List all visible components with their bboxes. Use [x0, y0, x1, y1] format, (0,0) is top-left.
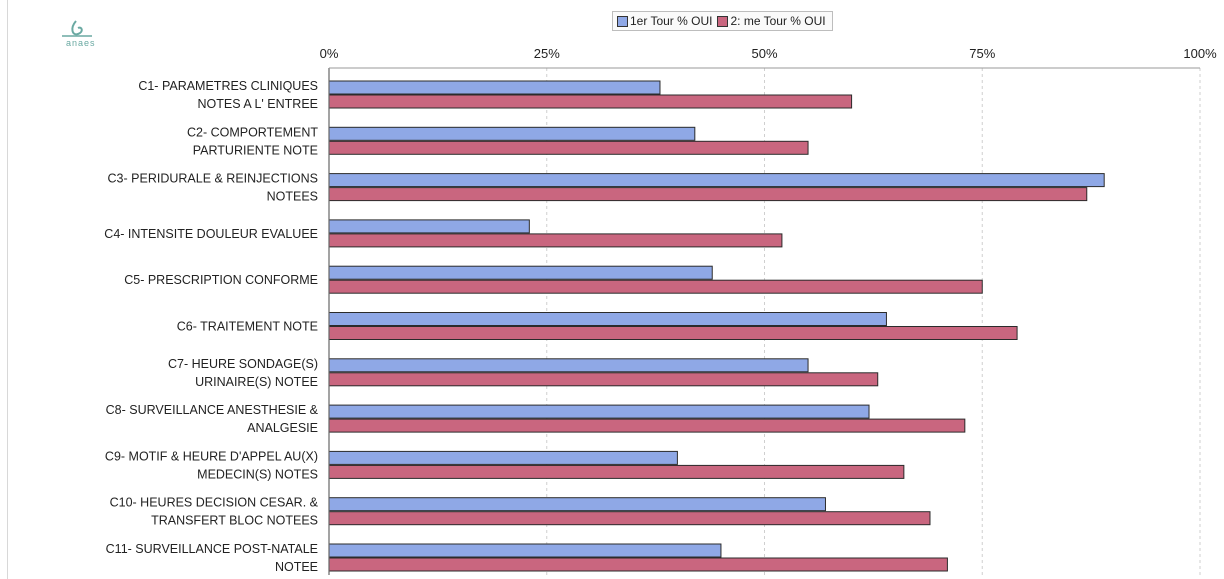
left-border-line: [7, 0, 8, 579]
bar-c10-series-1: [328, 497, 826, 512]
bar-c10-series-2: [328, 511, 931, 526]
legend-item-series-1: 1er Tour % OUI: [617, 14, 712, 28]
bar-c3-series-2: [328, 187, 1088, 202]
legend-item-series-2: 2: me Tour % OUI: [717, 14, 826, 28]
bar-c1-series-2: [328, 94, 853, 109]
bar-c7-series-2: [328, 372, 879, 387]
legend-label-series-2: 2: me Tour % OUI: [730, 14, 826, 28]
category-label-c2-line-2: PARTURIENTE NOTE: [193, 143, 318, 157]
category-label-c9-line-1: C9- MOTIF & HEURE D'APPEL AU(X): [105, 449, 318, 463]
logo-text: anaes: [66, 38, 96, 48]
bar-c11-series-2: [328, 557, 948, 572]
bar-c1-series-1: [328, 80, 661, 95]
category-label-c6-line-1: C6- TRAITEMENT NOTE: [177, 320, 318, 334]
bar-c2-series-1: [328, 126, 696, 141]
category-label-c8-line-2: ANALGESIE: [247, 421, 318, 435]
bar-c9-series-1: [328, 450, 678, 465]
category-label-c3-line-1: C3- PERIDURALE & REINJECTIONS: [108, 172, 318, 186]
x-tick-label-75: 75%: [969, 46, 995, 61]
bar-c2-series-2: [328, 140, 809, 155]
bar-c8-series-2: [328, 418, 966, 433]
category-label-c5-line-1: C5- PRESCRIPTION CONFORME: [124, 273, 318, 287]
bar-c5-series-2: [328, 279, 983, 294]
bar-c7-series-1: [328, 358, 809, 373]
category-label-c7-line-2: URINAIRE(S) NOTEE: [195, 375, 318, 389]
x-tick-label-0: 0%: [320, 46, 339, 61]
anaes-logo: [58, 18, 128, 52]
bar-c4-series-1: [328, 219, 530, 234]
category-label-c11-line-1: C11- SURVEILLANCE POST-NATALE: [106, 542, 318, 556]
chart-legend: 1er Tour % OUI 2: me Tour % OUI: [612, 11, 833, 31]
category-label-c10-line-1: C10- HEURES DECISION CESAR. &: [110, 496, 319, 510]
category-label-c2-line-1: C2- COMPORTEMENT: [187, 125, 318, 139]
x-tick-label-50: 50%: [751, 46, 777, 61]
category-label-c10-line-2: TRANSFERT BLOC NOTEES: [151, 514, 318, 528]
category-label-c4-line-1: C4- INTENSITE DOULEUR EVALUEE: [104, 227, 318, 241]
category-label-c11-line-2: NOTEE: [275, 560, 318, 574]
category-label-c8-line-1: C8- SURVEILLANCE ANESTHESIE &: [106, 403, 319, 417]
bar-c3-series-1: [328, 173, 1105, 188]
x-tick-label-100: 100%: [1183, 46, 1217, 61]
category-label-c3-line-2: NOTEES: [267, 190, 318, 204]
category-label-c9-line-2: MEDECIN(S) NOTES: [197, 467, 318, 481]
logo-mark-icon: [62, 20, 92, 37]
bar-c11-series-1: [328, 543, 722, 558]
category-label-c1-line-1: C1- PARAMETRES CLINIQUES: [138, 79, 318, 93]
bar-c9-series-2: [328, 464, 905, 479]
legend-swatch-series-2: [717, 15, 729, 27]
category-label-c1-line-2: NOTES A L' ENTREE: [198, 97, 318, 111]
legend-label-series-1: 1er Tour % OUI: [630, 14, 713, 28]
category-label-c7-line-1: C7- HEURE SONDAGE(S): [168, 357, 318, 371]
bar-c8-series-1: [328, 404, 870, 419]
bar-c6-series-2: [328, 326, 1018, 340]
x-tick-label-25: 25%: [534, 46, 560, 61]
bar-c6-series-1: [328, 312, 887, 326]
bar-c4-series-2: [328, 233, 783, 248]
legend-swatch-series-1: [617, 15, 628, 27]
bar-c5-series-1: [328, 265, 713, 280]
